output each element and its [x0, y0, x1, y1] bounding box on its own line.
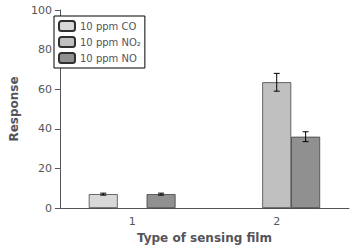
svg-text:20: 20 — [38, 162, 52, 175]
svg-text:60: 60 — [38, 83, 52, 96]
svg-text:40: 40 — [38, 122, 52, 135]
svg-text:0: 0 — [45, 202, 52, 215]
svg-text:80: 80 — [38, 43, 52, 56]
svg-text:2: 2 — [273, 215, 280, 228]
svg-text:10 ppm NO: 10 ppm NO — [80, 53, 137, 64]
svg-text:10 ppm CO: 10 ppm CO — [80, 21, 137, 32]
svg-text:10 ppm NO₂: 10 ppm NO₂ — [80, 37, 141, 48]
svg-text:100: 100 — [31, 4, 52, 17]
svg-text:Type of sensing film: Type of sensing film — [137, 231, 272, 245]
svg-text:1: 1 — [129, 215, 136, 228]
svg-text:Response: Response — [7, 76, 21, 141]
